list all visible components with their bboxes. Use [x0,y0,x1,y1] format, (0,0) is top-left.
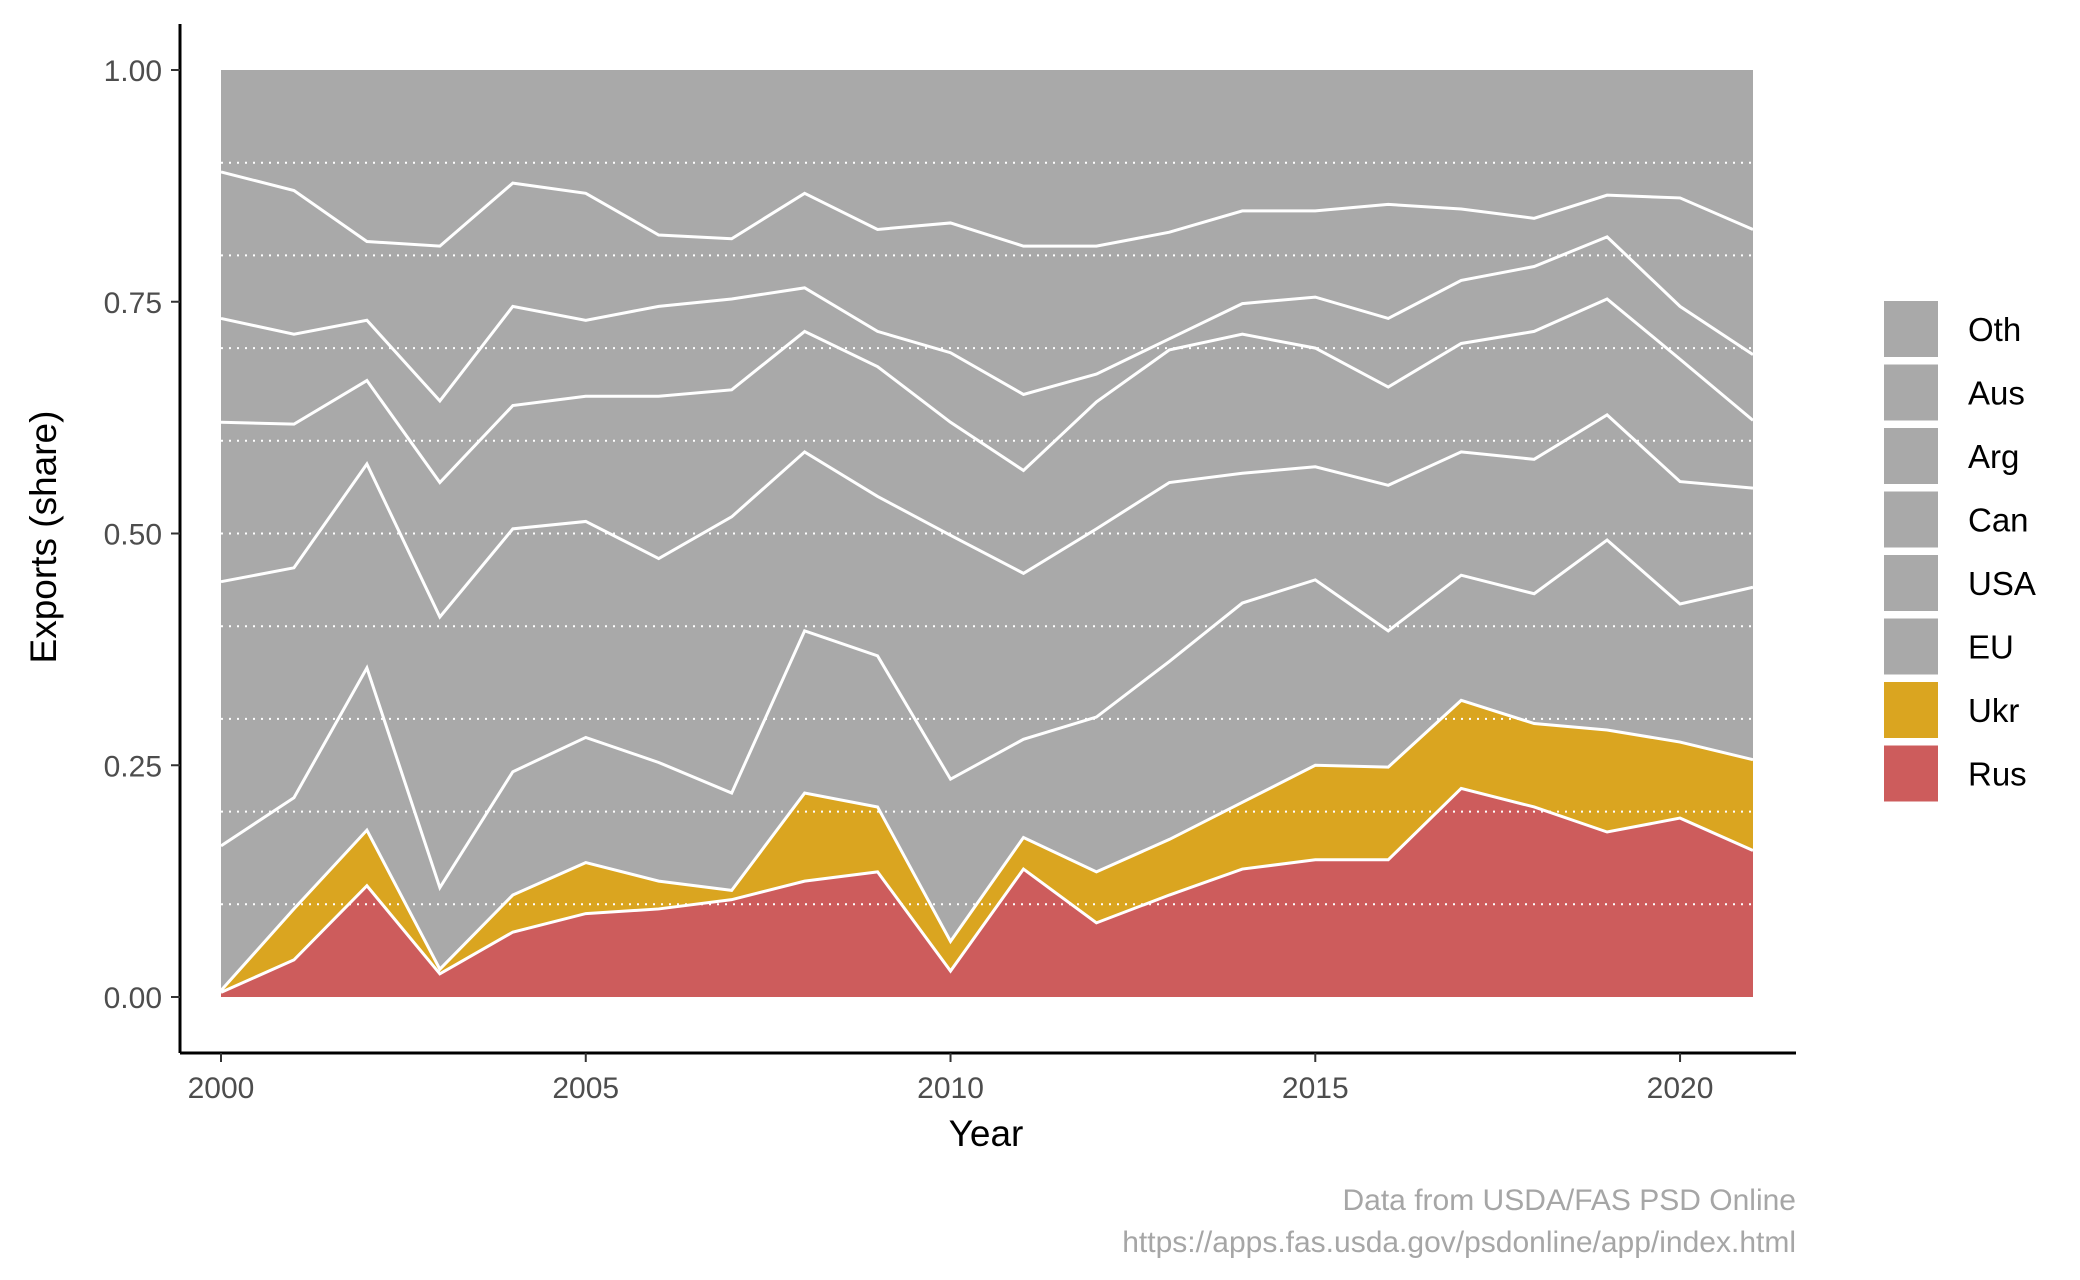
y-tick-label: 1.00 [104,55,162,88]
legend-label-eu: EU [1968,629,2014,666]
caption-line-1: Data from USDA/FAS PSD Online [1343,1184,1797,1217]
legend-label-arg: Arg [1968,438,2019,475]
boundary-ukr [219,698,1754,992]
legend-label-usa: USA [1968,565,2036,602]
x-axis-ticks: 2000 2005 2010 2015 2020 [188,1053,1714,1105]
boundary-arg [220,235,1754,404]
area-rus [221,788,1753,997]
legend-label-oth: Oth [1968,311,2021,348]
legend-swatch-usa [1884,555,1938,611]
y-tick-label: 0.25 [104,750,162,783]
legend-label-can: Can [1968,502,2029,539]
legend: Oth Aus Arg Can USA EU Ukr Rus [1884,301,2036,802]
x-tick-label: 2020 [1647,1072,1714,1105]
x-axis-title: Year [949,1113,1024,1154]
y-tick-label: 0.75 [104,287,162,320]
area-aus [221,171,1753,401]
legend-label-aus: Aus [1968,375,2025,412]
area-usa [221,414,1753,888]
legend-swatch-rus [1884,745,1938,802]
series-boundaries [219,170,1754,994]
legend-label-rus: Rus [1968,756,2027,793]
boundary-rus [220,786,1754,994]
legend-swatch-eu [1884,618,1938,675]
x-tick-label: 2015 [1282,1072,1349,1105]
stacked-areas [221,70,1753,997]
boundary-eu [220,538,1754,892]
boundary-aus [220,170,1754,248]
caption-line-2: https://apps.fas.usda.gov/psdonline/app/… [1122,1226,1796,1259]
x-tick-label: 2005 [552,1072,619,1105]
legend-swatch-oth [1884,301,1938,357]
legend-swatch-arg [1884,428,1938,484]
x-tick-label: 2010 [917,1072,984,1105]
y-axis-title: Exports (share) [23,411,64,664]
legend-label-ukr: Ukr [1968,692,2019,729]
y-tick-label: 0.00 [104,982,162,1015]
x-tick-label: 2000 [188,1072,255,1105]
area-eu [221,539,1753,991]
area-arg [221,236,1753,483]
area-ukr [221,700,1753,993]
legend-swatch-aus [1884,364,1938,421]
boundary-usa [220,412,1754,620]
legend-swatch-ukr [1884,682,1938,738]
boundary-can [220,297,1754,485]
y-tick-label: 0.50 [104,519,162,552]
legend-swatch-can [1884,491,1938,548]
y-axis-ticks: 0.00 0.25 0.50 0.75 1.00 [104,55,180,1015]
